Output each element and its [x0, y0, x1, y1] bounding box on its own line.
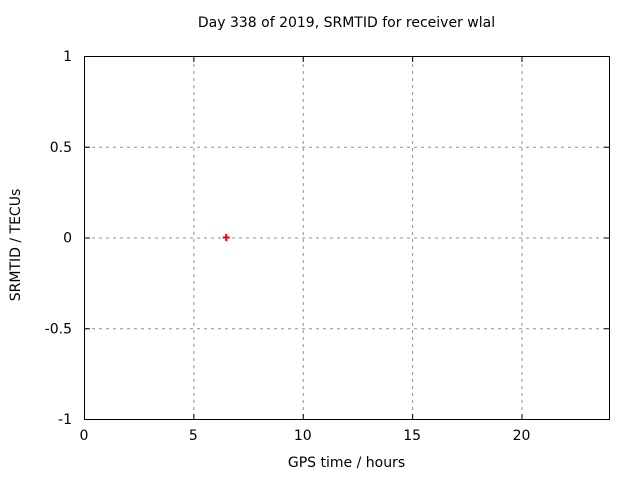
chart-title: Day 338 of 2019, SRMTID for receiver wla… — [197, 15, 496, 31]
y-tick-label: 0 — [63, 231, 72, 247]
x-tick-label: 10 — [294, 428, 312, 444]
y-tick-label: -0.5 — [45, 321, 72, 337]
y-tick-label: -1 — [58, 412, 72, 428]
y-tick-label: 0.5 — [50, 140, 72, 156]
x-tick-label: 5 — [189, 428, 198, 444]
x-tick-label: 15 — [403, 428, 421, 444]
y-tick-label: 1 — [63, 49, 72, 65]
x-tick-label: 0 — [80, 428, 89, 444]
x-axis-label: GPS time / hours — [287, 455, 406, 471]
x-tick-label: 20 — [513, 428, 531, 444]
plot-border — [84, 56, 610, 420]
